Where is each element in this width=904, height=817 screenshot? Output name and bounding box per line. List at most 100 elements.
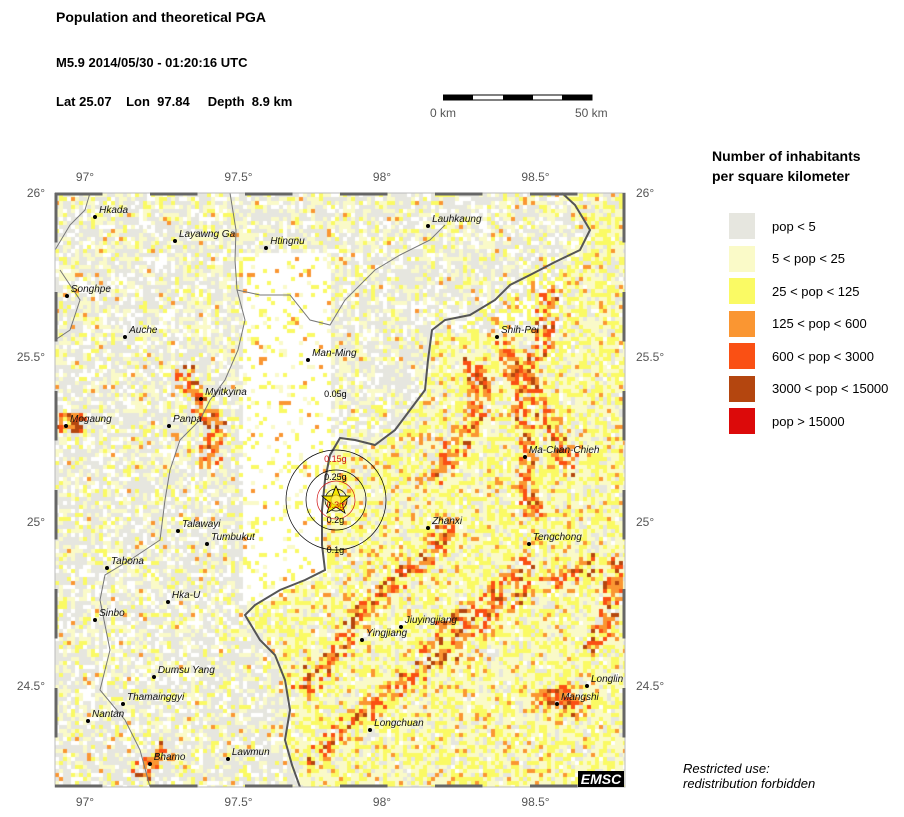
legend-title: Number of inhabitants per square kilomet… (712, 146, 861, 186)
legend-label: 25 < pop < 125 (772, 283, 860, 299)
pga-label: 0.15g (324, 453, 347, 464)
city-label: Jiuyingjiang (404, 614, 457, 626)
city-marker (93, 214, 98, 219)
city-label: Hkada (99, 204, 128, 216)
city-marker (526, 541, 531, 546)
city-marker (104, 565, 109, 570)
pga-label: 0.2g (326, 514, 345, 525)
city-marker (426, 525, 431, 530)
legend-swatch (729, 245, 755, 272)
legend-item: 600 < pop < 3000 (729, 343, 874, 369)
city-marker (225, 757, 230, 762)
city-marker (205, 541, 210, 546)
legend-item: 25 < pop < 125 (729, 278, 859, 304)
admin-boundary (54, 192, 91, 251)
pga-label: 0.25g (324, 472, 347, 482)
legend-title-line1: Number of inhabitants (712, 148, 861, 164)
city-label: Tengchong (532, 531, 582, 543)
city-label: Bhamo (153, 751, 186, 763)
city-label: Lawmun (231, 747, 270, 759)
lon-tick-top: 98.5° (521, 170, 550, 184)
city-label: Tumbukut (211, 531, 255, 543)
lat-tick-right: 25° (636, 514, 655, 529)
legend-item: pop < 5 (729, 213, 816, 239)
city-marker (522, 454, 527, 459)
city-marker (123, 334, 128, 339)
legend-swatch (729, 213, 755, 239)
city-marker (306, 357, 311, 362)
legend-label: 125 < pop < 600 (772, 316, 867, 331)
city-marker (584, 683, 589, 688)
admin-boundary (54, 269, 81, 341)
city-label: Htingnu (270, 235, 305, 247)
city-label: Auche (129, 324, 158, 336)
city-label: Myitkyina (205, 386, 247, 398)
lat-tick-right: 24.5° (636, 679, 665, 694)
legend-swatch (729, 408, 755, 434)
city-label: Lauhkaung (432, 213, 482, 225)
lat-tick-left: 24.5° (16, 679, 45, 694)
legend-title-line2: per square kilometer (712, 168, 850, 184)
city-label: Ma-Chan-Chieh (528, 444, 600, 456)
city-label: Man-Ming (312, 347, 357, 359)
legend-label: pop > 15000 (772, 413, 845, 429)
lat-tick-right: 25.5° (636, 350, 665, 365)
city-marker (64, 293, 69, 298)
legend-item: 5 < pop < 25 (729, 245, 846, 272)
lat-tick-left: 26° (26, 186, 45, 200)
city-marker (264, 245, 269, 250)
city-marker (173, 238, 177, 243)
city-marker (368, 728, 373, 733)
legend-label: 5 < pop < 25 (772, 251, 846, 266)
city-label: Songhpe (70, 283, 111, 295)
city-label: Mogaung (69, 413, 112, 425)
country-border (243, 192, 592, 788)
city-marker (165, 599, 170, 604)
legend-item: pop > 15000 (729, 408, 845, 434)
city-marker (426, 223, 431, 228)
city-marker (398, 624, 403, 629)
city-marker (63, 423, 68, 428)
admin-boundary (99, 289, 246, 788)
legend-label: 3000 < pop < 15000 (772, 381, 889, 396)
city-marker (93, 617, 98, 622)
city-marker (494, 334, 499, 339)
scale-bar (443, 94, 593, 101)
map-title: Population and theoretical PGA (56, 9, 267, 25)
city-label: Layawng Ga (179, 228, 236, 240)
lon-tick-bottom: 97.5° (224, 795, 253, 809)
city-label: Longlin (590, 673, 624, 685)
city-label: Tahona (110, 555, 144, 567)
lon-tick-bottom: 98.5° (521, 795, 550, 809)
lon-tick-top: 98° (372, 170, 392, 184)
legend-item: 125 < pop < 600 (729, 310, 867, 337)
emsc-logo: EMSC (578, 771, 624, 787)
event-info: M5.9 2014/05/30 - 01:20:16 UTC (56, 55, 248, 70)
city-marker (85, 718, 90, 723)
pga-label: 0.05g (324, 389, 347, 400)
city-marker (175, 528, 180, 533)
city-label: Dumsu Yang (157, 664, 215, 676)
legend-item: 3000 < pop < 15000 (729, 375, 889, 402)
city-label: Longchuan (374, 718, 424, 730)
lon-tick-bottom: 97° (75, 795, 95, 809)
legend-label: pop < 5 (772, 218, 816, 234)
usage-note-line2: redistribution forbidden (683, 776, 816, 791)
city-label: Mangshi (560, 691, 599, 703)
city-marker (554, 701, 559, 706)
city-label: Zhanxi (432, 515, 463, 527)
city-label: Sinbo (99, 607, 125, 619)
city-label: Nantan (91, 708, 125, 720)
city-marker (151, 674, 156, 679)
pga-label: 0.3g (326, 499, 345, 510)
city-marker (199, 396, 204, 401)
city-label: Panpa (173, 413, 202, 425)
legend-swatch (729, 375, 755, 402)
usage-note-line1: Restricted use: (683, 761, 770, 776)
lat-tick-left: 25.5° (16, 350, 45, 365)
lon-tick-top: 97.5° (224, 170, 253, 184)
city-marker (167, 423, 172, 428)
usage-note: Restricted use: redistribution forbidden (683, 761, 815, 791)
pga-contour-0.15g (316, 480, 356, 520)
